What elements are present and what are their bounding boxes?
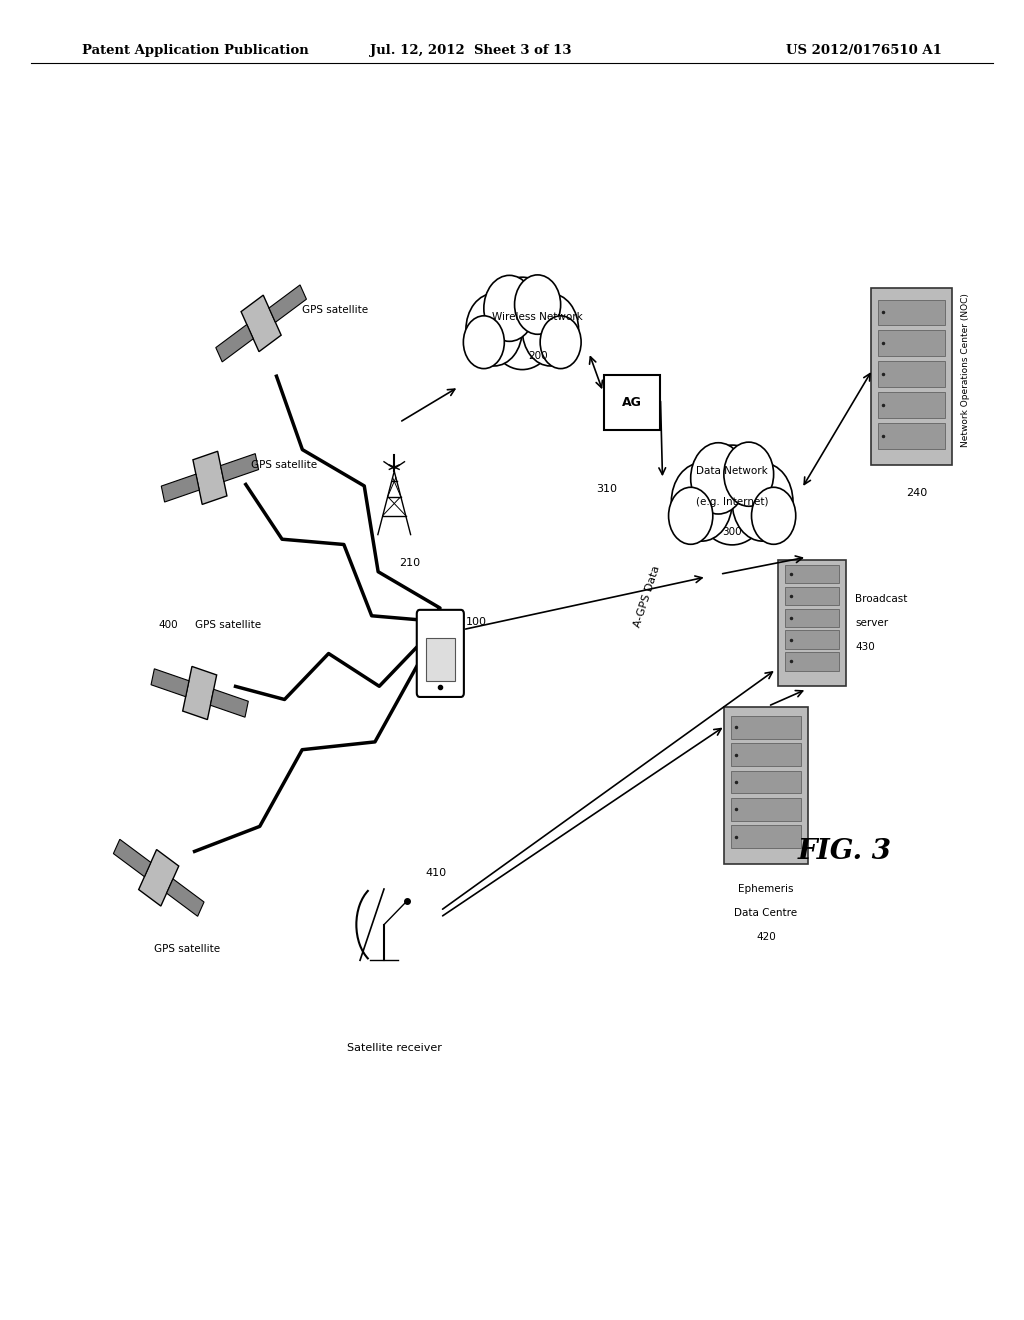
- Text: Broadcast: Broadcast: [855, 594, 907, 605]
- FancyBboxPatch shape: [785, 652, 839, 671]
- FancyBboxPatch shape: [879, 362, 945, 387]
- Text: server: server: [855, 618, 888, 628]
- Polygon shape: [138, 850, 179, 906]
- Text: 300: 300: [722, 527, 742, 537]
- Polygon shape: [152, 669, 189, 697]
- Text: 400: 400: [159, 619, 178, 630]
- FancyBboxPatch shape: [604, 375, 660, 430]
- FancyBboxPatch shape: [785, 587, 839, 605]
- Text: 200: 200: [527, 351, 548, 362]
- Text: GPS satellite: GPS satellite: [154, 944, 220, 954]
- Text: US 2012/0176510 A1: US 2012/0176510 A1: [786, 44, 942, 57]
- Text: Patent Application Publication: Patent Application Publication: [82, 44, 308, 57]
- FancyBboxPatch shape: [417, 610, 464, 697]
- Text: 100: 100: [466, 616, 487, 627]
- Polygon shape: [269, 285, 306, 322]
- Text: 240: 240: [906, 488, 927, 499]
- Text: Network Operations Center (NOC): Network Operations Center (NOC): [961, 293, 970, 446]
- FancyBboxPatch shape: [778, 560, 846, 686]
- FancyBboxPatch shape: [785, 609, 839, 627]
- Text: GPS satellite: GPS satellite: [251, 459, 317, 470]
- Text: Jul. 12, 2012  Sheet 3 of 13: Jul. 12, 2012 Sheet 3 of 13: [371, 44, 571, 57]
- FancyBboxPatch shape: [879, 424, 945, 449]
- Text: GPS satellite: GPS satellite: [195, 619, 261, 630]
- Text: Ephemeris: Ephemeris: [738, 884, 794, 895]
- Polygon shape: [210, 689, 248, 717]
- FancyBboxPatch shape: [731, 743, 801, 766]
- Text: Satellite receiver: Satellite receiver: [347, 1043, 441, 1053]
- FancyBboxPatch shape: [731, 771, 801, 793]
- Text: Data Network: Data Network: [696, 466, 768, 477]
- Polygon shape: [182, 667, 217, 719]
- FancyBboxPatch shape: [879, 330, 945, 356]
- Text: FIG. 3: FIG. 3: [798, 838, 892, 865]
- Text: 420: 420: [756, 932, 776, 942]
- Text: 310: 310: [596, 484, 616, 495]
- Text: (e.g. Internet): (e.g. Internet): [696, 496, 768, 507]
- Text: 210: 210: [399, 558, 421, 569]
- FancyBboxPatch shape: [426, 638, 455, 681]
- FancyBboxPatch shape: [731, 799, 801, 821]
- Text: 410: 410: [425, 867, 446, 878]
- Polygon shape: [114, 840, 151, 876]
- FancyBboxPatch shape: [731, 825, 801, 847]
- FancyBboxPatch shape: [870, 288, 952, 465]
- FancyBboxPatch shape: [879, 392, 945, 418]
- FancyBboxPatch shape: [879, 300, 945, 325]
- Text: Data Centre: Data Centre: [734, 908, 798, 919]
- Polygon shape: [220, 454, 258, 482]
- Polygon shape: [167, 879, 204, 916]
- FancyBboxPatch shape: [785, 631, 839, 648]
- Text: GPS satellite: GPS satellite: [302, 305, 369, 315]
- Text: A-GPS Data: A-GPS Data: [633, 565, 663, 628]
- Polygon shape: [193, 451, 227, 504]
- Polygon shape: [241, 296, 282, 351]
- Text: 430: 430: [855, 642, 874, 652]
- FancyBboxPatch shape: [731, 715, 801, 739]
- Text: Wireless Network: Wireless Network: [493, 312, 583, 322]
- Polygon shape: [162, 474, 200, 502]
- FancyBboxPatch shape: [724, 708, 808, 863]
- Polygon shape: [216, 325, 253, 362]
- FancyBboxPatch shape: [785, 565, 839, 583]
- Text: AG: AG: [622, 396, 642, 409]
